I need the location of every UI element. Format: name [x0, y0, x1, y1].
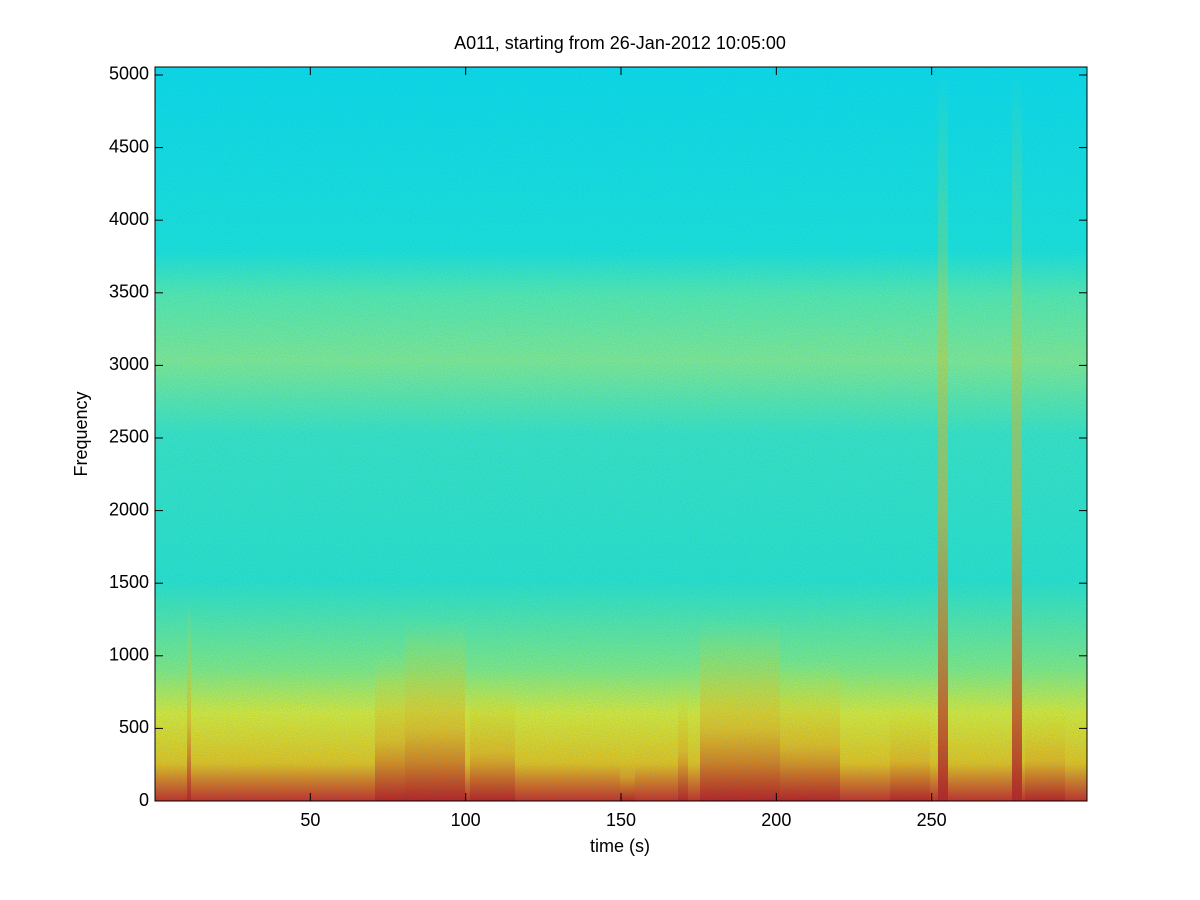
y-tick-label: 3000 — [109, 354, 149, 374]
spectrogram-image — [155, 67, 1087, 801]
y-tick-label: 1500 — [109, 572, 149, 592]
y-tick-label: 3500 — [109, 282, 149, 302]
x-tick-label: 250 — [917, 810, 947, 830]
y-axis-label: Frequency — [71, 391, 91, 476]
y-tick-label: 2000 — [109, 499, 149, 519]
chart-title: A011, starting from 26-Jan-2012 10:05:00 — [454, 33, 786, 53]
x-axis-label: time (s) — [590, 836, 650, 856]
y-tick-label: 4000 — [109, 209, 149, 229]
y-tick-label: 500 — [119, 717, 149, 737]
y-tick-label: 1000 — [109, 645, 149, 665]
x-tick-label: 100 — [451, 810, 481, 830]
y-tick-label: 5000 — [109, 64, 149, 84]
x-tick-label: 200 — [761, 810, 791, 830]
y-tick-label: 0 — [139, 790, 149, 810]
x-tick-label: 50 — [300, 810, 320, 830]
y-tick-label: 2500 — [109, 427, 149, 447]
y-tick-label: 4500 — [109, 136, 149, 156]
noise-texture — [155, 67, 1087, 801]
x-tick-label: 150 — [606, 810, 636, 830]
